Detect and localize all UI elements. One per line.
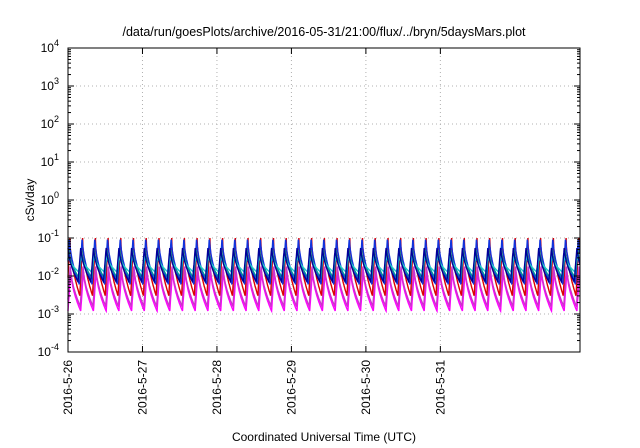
y-tick-label: 10-2 [38,266,59,283]
y-tick-label: 103 [41,76,59,93]
series-line [67,271,581,314]
y-tick-label: 10-4 [38,342,59,359]
y-tick-label: 100 [41,190,59,207]
x-tick-label: 2016-5-31 [433,360,447,415]
y-tick-label: 10-3 [38,304,59,321]
x-tick-label: 2016-5-26 [61,360,75,415]
y-tick-label: 102 [41,114,59,131]
y-axis: 104 103 102 101 100 10-1 10-2 10-3 10-4 [38,38,580,359]
series-line [67,247,581,284]
y-axis-label: cSv/day [23,179,37,222]
y-tick-label: 101 [41,152,59,169]
x-tick-label: 2016-5-27 [135,360,149,415]
chart-title: /data/run/goesPlots/archive/2016-05-31/2… [122,25,526,39]
series-line [67,266,581,309]
x-tick-label: 2016-5-30 [359,360,373,415]
x-axis: 2016-5-26 2016-5-27 2016-5-28 2016-5-29 2016… [61,48,447,415]
plot-series [67,237,581,314]
x-tick-label: 2016-5-28 [210,360,224,415]
x-axis-label: Coordinated Universal Time (UTC) [232,430,416,444]
y-tick-label: 10-1 [38,228,59,245]
y-tick-label: 104 [41,38,59,55]
x-tick-label: 2016-5-29 [284,360,298,415]
